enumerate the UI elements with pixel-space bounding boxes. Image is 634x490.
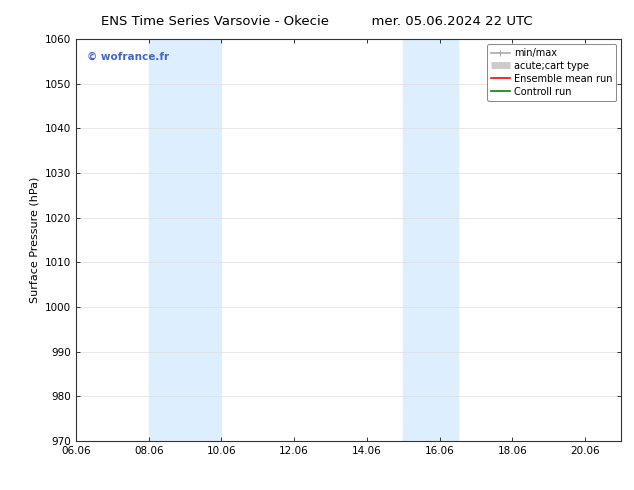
Y-axis label: Surface Pressure (hPa): Surface Pressure (hPa) (29, 177, 39, 303)
Bar (403, 39, 458, 441)
Bar (149, 39, 221, 441)
Text: © wofrance.fr: © wofrance.fr (87, 51, 169, 61)
Text: ENS Time Series Varsovie - Okecie          mer. 05.06.2024 22 UTC: ENS Time Series Varsovie - Okecie mer. 0… (101, 15, 533, 28)
Legend: min/max, acute;cart type, Ensemble mean run, Controll run: min/max, acute;cart type, Ensemble mean … (487, 44, 616, 100)
